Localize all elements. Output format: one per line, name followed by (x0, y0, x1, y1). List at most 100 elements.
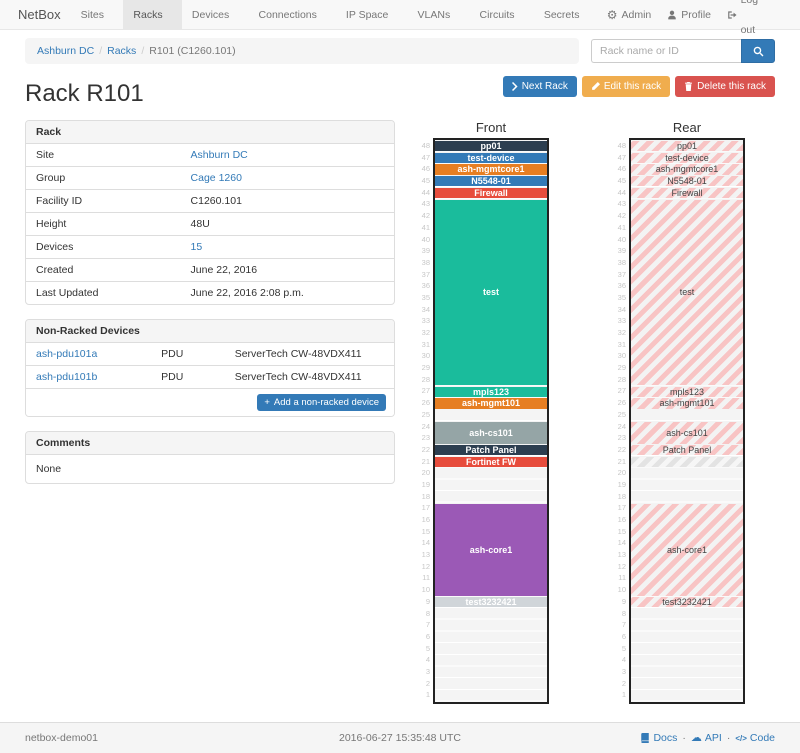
unit-number: 25 (421, 409, 430, 419)
front-title: Front (475, 120, 507, 135)
device-test3232421[interactable]: test3232421 (435, 597, 547, 608)
device-ash-mgmtcore1[interactable]: ash-mgmtcore1 (631, 164, 743, 175)
docs-link[interactable]: Docs (640, 732, 677, 744)
trash-icon (685, 82, 692, 91)
next-rack-button[interactable]: Next Rack (502, 76, 577, 97)
nav-item-devices[interactable]: Devices (182, 0, 249, 48)
unit-number: 21 (421, 456, 430, 466)
unit-number: 4 (621, 655, 626, 665)
nav-item-ip-space[interactable]: IP Space (336, 0, 408, 48)
unit-number: 17 (617, 503, 626, 513)
left-column: Rack Site Ashburn DC Group Cage 1260 Facilit… (25, 120, 395, 704)
search-input[interactable] (591, 39, 741, 63)
attr-value-facility-id: C1260.101 (190, 195, 242, 207)
unit-number: 12 (421, 561, 430, 571)
page-title: Rack R101 (25, 80, 144, 107)
device-model: ServerTech CW-48VDX411 (234, 348, 362, 360)
nav-item-racks[interactable]: Racks (123, 0, 182, 48)
front-unit-numbers: 48 47 46 45 44 43 42 41 40 39 38 37 36 35 34 33 32 31 30 29… (417, 138, 433, 704)
device-patch-panel[interactable]: Patch Panel (435, 445, 547, 456)
device-ash-cs101[interactable]: ash-cs101 (435, 421, 547, 444)
profile-label: Profile (681, 8, 712, 21)
footer-separator: · (726, 732, 731, 744)
device-ash-core1[interactable]: ash-core1 (435, 503, 547, 596)
unit-number: 16 (421, 515, 430, 524)
unit-number: 2 (425, 678, 430, 688)
device-firewall[interactable]: Firewall (631, 187, 743, 198)
rack-info-row: Site Ashburn DC (26, 144, 394, 167)
cloud-icon: ☁ (690, 731, 702, 744)
breadcrumb-row: Ashburn DC / Racks / R101 (C1260.101) (25, 38, 775, 64)
device-link-ash-pdu101b[interactable]: ash-pdu101b (36, 371, 98, 383)
non-racked-title: Non-Racked Devices (26, 320, 394, 343)
main-content: Rack Site Ashburn DC Group Cage 1260 Facilit… (25, 120, 775, 704)
unit-number: 18 (421, 491, 430, 501)
rear-elevation: Rear 48 47 46 45 44 43 42 41 40 39 38 37 36 35 34 33 32 3… (613, 120, 745, 704)
nav-item-circuits[interactable]: Circuits (470, 0, 534, 48)
api-link[interactable]: ☁ API (691, 732, 722, 744)
unit-number: 1 (425, 690, 430, 700)
device-test-device[interactable]: test-device (631, 152, 743, 163)
device-mpls123[interactable]: mpls123 (435, 386, 547, 397)
rack-info-row: Group Cage 1260 (26, 166, 394, 190)
device-ash-mgmtcore1[interactable]: ash-mgmtcore1 (435, 164, 547, 175)
unit-number: 31 (617, 339, 626, 349)
attr-label: Last Updated (26, 281, 181, 304)
device-test3232421[interactable]: test3232421 (631, 597, 743, 608)
device-patch-panel[interactable]: Patch Panel (631, 445, 743, 456)
delete-rack-button[interactable]: Delete this rack (675, 76, 775, 97)
unit-number: 35 (617, 292, 626, 302)
nav-item-vlans[interactable]: VLANs (408, 0, 470, 48)
device-ash-mgmt101[interactable]: ash-mgmt101 (631, 398, 743, 409)
breadcrumb-site-link[interactable]: Ashburn DC (37, 45, 95, 57)
device-n5548-01[interactable]: N5548-01 (631, 176, 743, 187)
nav-item-connections[interactable]: Connections (249, 0, 336, 48)
unit-number: 15 (421, 526, 430, 536)
nav-item-sites[interactable]: Sites (71, 0, 124, 48)
unit-number: 13 (421, 550, 430, 560)
edit-rack-button[interactable]: Edit this rack (581, 76, 671, 97)
device-firewall[interactable]: Firewall (435, 187, 547, 198)
add-non-racked-device-button[interactable]: + Add a non-racked device (257, 394, 386, 411)
code-label: Code (749, 732, 775, 744)
device-ash-mgmt101[interactable]: ash-mgmt101 (435, 398, 547, 409)
unit-number: 18 (617, 491, 626, 501)
device-ash-cs101[interactable]: ash-cs101 (631, 421, 743, 444)
delete-rack-label: Delete this rack (697, 81, 766, 92)
unit-number: 5 (621, 643, 626, 653)
attr-value-site[interactable]: Ashburn DC (190, 149, 248, 161)
unit-number: 6 (425, 631, 430, 641)
logout-label: Log out (740, 0, 759, 36)
nav-item-admin[interactable]: ⚙ Admin (599, 0, 660, 30)
attr-label: Devices (26, 235, 181, 259)
attr-value-height: 48U (190, 218, 210, 230)
device-fortinet-fw[interactable]: Fortinet FW (435, 456, 547, 468)
gear-icon: ⚙ (606, 7, 618, 22)
app-brand[interactable]: NetBox (18, 7, 61, 22)
nav-item-secrets[interactable]: Secrets (534, 0, 599, 48)
attr-value-devices[interactable]: 15 (190, 241, 203, 253)
rack-elevations: Front 48 47 46 45 44 43 42 41 40 39 38 37 36 35 34 33 32… (417, 120, 745, 704)
nav-item-logout[interactable]: Log out (719, 0, 782, 45)
device-test[interactable]: test (435, 199, 547, 386)
unit-number: 11 (618, 573, 626, 583)
device-test[interactable]: test (631, 199, 743, 386)
device-ash-core1[interactable]: ash-core1 (631, 503, 743, 596)
rack-panel: Rack Site Ashburn DC Group Cage 1260 Facilit… (25, 120, 395, 305)
code-link[interactable]: </> Code (735, 732, 775, 744)
attr-value-last-updated: June 22, 2016 2:08 p.m. (190, 287, 304, 299)
search-button[interactable] (741, 39, 775, 63)
device-link-ash-pdu101a[interactable]: ash-pdu101a (36, 348, 98, 360)
breadcrumb-racks-link[interactable]: Racks (107, 45, 137, 57)
device-mpls123[interactable]: mpls123 (631, 386, 743, 397)
device-test-device[interactable]: test-device (435, 152, 547, 163)
unit-number: 15 (617, 526, 626, 536)
device-n5548-01[interactable]: N5548-01 (435, 176, 547, 187)
unit-number: 37 (421, 269, 430, 279)
device-pp01[interactable]: pp01 (631, 141, 743, 152)
unit-number: 37 (617, 269, 626, 279)
unit-number: 20 (617, 468, 626, 478)
device-pp01[interactable]: pp01 (435, 141, 547, 152)
nav-item-profile[interactable]: Profile (659, 0, 719, 30)
attr-value-group[interactable]: Cage 1260 (190, 172, 242, 184)
